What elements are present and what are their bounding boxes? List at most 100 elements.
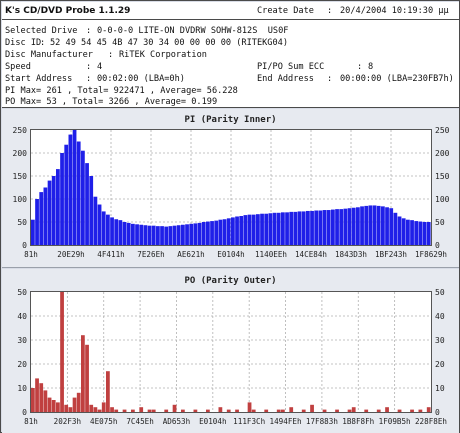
pi-ytick-left: 0 — [22, 241, 27, 250]
pi-ytick-right: 200 — [435, 149, 450, 158]
po-xtick-label: 111F3Ch — [233, 417, 265, 426]
create-date-value: 20/4/2004 10:19:30 µµ — [340, 6, 449, 16]
pi-bar — [210, 221, 214, 245]
pi-bar — [285, 212, 289, 245]
pi-bar — [351, 207, 356, 245]
po-bar — [251, 409, 256, 412]
pi-bar — [422, 222, 427, 245]
pi-bar — [139, 224, 144, 245]
po-xtick-label: 1494FEh — [270, 417, 302, 426]
pi-bar — [281, 212, 285, 245]
po-y-axis-left: 0 10 20 30 40 50 — [17, 288, 27, 417]
pi-ytick-left: 250 — [13, 126, 28, 135]
po-bar — [139, 407, 144, 412]
pi-xtick-label: 1843D3h — [335, 250, 367, 259]
pipo-sum-value: 8 — [368, 62, 374, 72]
po-bar — [85, 344, 89, 412]
po-ytick-left: 40 — [17, 312, 27, 321]
po-bar — [235, 409, 239, 412]
speed-label: Speed — [5, 62, 31, 72]
pi-ytick-right: 100 — [435, 195, 450, 204]
po-xtick-label: 1F09B5h — [379, 417, 411, 426]
pi-bar — [118, 220, 123, 245]
pi-ytick-left: 200 — [13, 149, 28, 158]
pi-bar — [260, 213, 264, 245]
po-bar — [385, 407, 389, 412]
pi-xtick-label: AE621h — [177, 250, 204, 259]
pi-bar — [264, 213, 269, 245]
po-bar — [114, 409, 119, 412]
disc-manufacturer-value: RiTEK Corporation — [119, 50, 207, 60]
pi-bar — [76, 141, 81, 245]
pi-bar — [189, 223, 194, 245]
pi-bar — [81, 150, 85, 245]
po-bar — [122, 409, 127, 412]
disc-info-panel: K's CD/DVD Probe 1.1.29 Create Date : 20… — [2, 2, 459, 108]
pi-bar — [393, 212, 398, 245]
pi-bar — [243, 215, 248, 245]
po-xtick-label: AD653h — [163, 417, 190, 426]
pi-bar — [306, 210, 310, 245]
disc-manufacturer-label: Disc Manufacturer — [5, 50, 93, 60]
pi-bar — [235, 216, 239, 245]
pi-bar — [47, 180, 52, 245]
pi-bar — [239, 216, 244, 245]
pi-bar — [372, 205, 377, 245]
pi-xtick-label: 1140EEh — [255, 250, 287, 259]
pi-bar — [135, 224, 139, 245]
pi-bar — [389, 208, 394, 245]
po-stats: PO Max= 53 , Total= 3266 , Average= 0.19… — [5, 97, 218, 107]
pi-bar — [406, 219, 410, 245]
pi-bar — [68, 134, 73, 245]
end-address-value: 00:00:00 (LBA=230FB7h) — [340, 74, 454, 84]
pi-bar — [343, 208, 348, 245]
pi-bar — [272, 212, 277, 245]
pi-bar — [151, 225, 156, 245]
pi-xtick-label: E0104h — [217, 250, 244, 259]
po-bar — [93, 407, 98, 412]
pi-bar — [185, 224, 189, 245]
pi-bar — [143, 225, 148, 245]
pi-bar — [131, 223, 135, 245]
po-bar — [131, 409, 135, 412]
pi-ytick-right: 0 — [435, 241, 440, 250]
pi-x-axis: 81h 20E29h 4F411h 7E26Eh AE621h E0104h 1140EEh… — [24, 250, 447, 259]
po-bar — [35, 378, 39, 412]
pi-bar — [114, 219, 119, 245]
po-ytick-right: 30 — [435, 336, 445, 345]
start-address-value: 00:02:00 (LBA=0h) — [97, 74, 185, 84]
po-bar — [247, 402, 252, 412]
po-bar — [164, 409, 169, 412]
pi-bar — [268, 213, 273, 245]
speed-value: 4 — [97, 62, 103, 72]
pi-bar — [222, 219, 227, 245]
pi-bar — [326, 210, 331, 245]
po-xtick-label: 202F3h — [54, 417, 81, 426]
po-ytick-right: 10 — [435, 384, 445, 393]
po-ytick-left: 10 — [17, 384, 27, 393]
pi-bar — [214, 220, 219, 245]
pi-bar — [360, 206, 364, 245]
pi-ytick-left: 50 — [17, 218, 27, 227]
po-ytick-left: 30 — [17, 336, 27, 345]
pi-bar — [193, 223, 198, 245]
po-ytick-left: 50 — [17, 288, 27, 297]
pi-bar — [364, 205, 369, 245]
po-ytick-right: 20 — [435, 360, 445, 369]
po-bar — [60, 292, 64, 412]
pi-bar — [101, 211, 106, 245]
pi-bar — [347, 208, 352, 245]
pi-bar — [276, 212, 281, 245]
pi-bar — [314, 210, 319, 245]
po-bar — [418, 409, 423, 412]
po-ytick-right: 0 — [435, 408, 440, 417]
po-xtick-label: 228F8Eh — [415, 417, 447, 426]
pi-bar — [247, 214, 252, 245]
pi-y-axis-right: 0 50 100 150 200 250 — [435, 126, 450, 250]
po-bar — [56, 402, 60, 412]
po-bar — [101, 402, 106, 412]
pi-bar — [60, 153, 64, 245]
pi-bar — [122, 222, 127, 245]
pi-bar — [110, 217, 114, 245]
pi-bar — [89, 176, 94, 245]
